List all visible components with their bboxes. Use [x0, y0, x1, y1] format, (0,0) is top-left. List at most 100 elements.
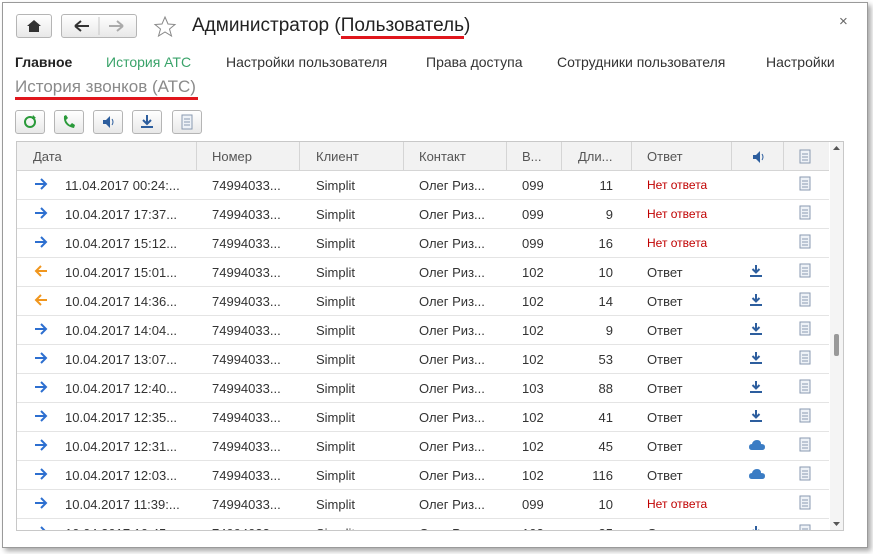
- cell-client: Simplit: [316, 410, 356, 425]
- call-button[interactable]: [54, 110, 84, 134]
- table-row[interactable]: 10.04.2017 17:37... 74994033... Simplit Оле…: [17, 200, 829, 229]
- cell-answer: Ответ: [647, 265, 683, 280]
- cell-client: Simplit: [316, 294, 356, 309]
- doc-icon[interactable]: [797, 234, 813, 253]
- column-header[interactable]: В...: [522, 149, 542, 164]
- title-text: Администратор (: [192, 15, 341, 36]
- column-separator: [506, 142, 507, 170]
- record-icon[interactable]: [748, 263, 764, 282]
- cell-answer: Ответ: [647, 439, 683, 454]
- column-header[interactable]: Дата: [33, 149, 62, 164]
- doc-icon[interactable]: [797, 350, 813, 369]
- download-button[interactable]: [132, 110, 162, 134]
- table-row[interactable]: 10.04.2017 13:07... 74994033... Simplit Оле…: [17, 345, 829, 374]
- doc-icon[interactable]: [797, 408, 813, 427]
- cell-line: 099: [522, 497, 544, 512]
- scrollbar[interactable]: [830, 142, 843, 530]
- table-row[interactable]: 10.04.2017 15:01... 74994033... Simplit Оле…: [17, 258, 829, 287]
- tab[interactable]: Настройки пользователя: [226, 54, 388, 70]
- doc-icon[interactable]: [797, 524, 813, 530]
- section-title: История звонков (АТС): [15, 77, 198, 100]
- cell-client: Simplit: [316, 352, 356, 367]
- record-icon[interactable]: [748, 379, 764, 398]
- sound-header-icon: [750, 149, 766, 168]
- tab[interactable]: Сотрудники пользователя: [557, 54, 726, 70]
- cell-contact: Олег Риз...: [419, 294, 485, 309]
- cell-line: 102: [522, 352, 544, 367]
- direction-icon: [33, 293, 49, 310]
- table-row[interactable]: 10.04.2017 12:03... 74994033... Simplit Оле…: [17, 461, 829, 490]
- direction-icon: [33, 496, 49, 513]
- cell-answer: Ответ: [647, 468, 683, 483]
- favorite-star[interactable]: [153, 15, 179, 39]
- doc-icon[interactable]: [797, 437, 813, 456]
- cell-client: Simplit: [316, 497, 356, 512]
- table-row[interactable]: 10.04.2017 15:12... 74994033... Simplit Оле…: [17, 229, 829, 258]
- cell-client: Simplit: [316, 381, 356, 396]
- table-row[interactable]: 10.04.2017 12:35... 74994033... Simplit Оле…: [17, 403, 829, 432]
- sound-button[interactable]: [93, 110, 123, 134]
- cell-date: 10.04.2017 17:37...: [65, 207, 178, 222]
- cell-line: 102: [522, 468, 544, 483]
- cell-line: 102: [522, 410, 544, 425]
- table-row[interactable]: 10.04.2017 11:39:... 74994033... Simplit Ол…: [17, 490, 829, 519]
- record-icon[interactable]: [748, 292, 764, 311]
- cell-line: 102: [522, 439, 544, 454]
- doc-icon[interactable]: [797, 205, 813, 224]
- doc-icon[interactable]: [797, 379, 813, 398]
- table-row[interactable]: 10.04.2017 12:31... 74994033... Simplit Оле…: [17, 432, 829, 461]
- table-row[interactable]: 10.04.2017 10:45... 74994033... Simplit Оле…: [17, 519, 829, 530]
- record-icon[interactable]: [748, 437, 766, 456]
- doc-icon[interactable]: [797, 321, 813, 340]
- column-header[interactable]: Дли...: [578, 149, 613, 164]
- nav-buttons[interactable]: [61, 14, 137, 38]
- doc-icon[interactable]: [797, 466, 813, 485]
- record-icon[interactable]: [748, 408, 764, 427]
- column-separator: [783, 142, 784, 170]
- column-header[interactable]: Ответ: [647, 149, 683, 164]
- column-separator: [631, 142, 632, 170]
- direction-icon: [33, 351, 49, 368]
- table-row[interactable]: 10.04.2017 14:04... 74994033... Simplit Оле…: [17, 316, 829, 345]
- doc-header-icon: [797, 149, 813, 168]
- record-icon[interactable]: [748, 321, 764, 340]
- column-header[interactable]: Контакт: [419, 149, 466, 164]
- cell-contact: Олег Риз...: [419, 323, 485, 338]
- doc-icon[interactable]: [797, 176, 813, 195]
- close-button[interactable]: ×: [839, 13, 848, 30]
- doc-button[interactable]: [172, 110, 202, 134]
- record-icon[interactable]: [748, 524, 764, 530]
- cell-duration: 10: [598, 497, 613, 512]
- cell-client: Simplit: [316, 439, 356, 454]
- cell-answer: Ответ: [647, 323, 683, 338]
- cell-client: Simplit: [316, 207, 356, 222]
- cell-answer: Ответ: [647, 352, 683, 367]
- cell-duration: 53: [598, 352, 613, 367]
- table-row[interactable]: 10.04.2017 14:36... 74994033... Simplit Оле…: [17, 287, 829, 316]
- window-title: Администратор (Пользователь): [192, 15, 470, 39]
- tab[interactable]: История АТС: [106, 54, 192, 70]
- table-row[interactable]: 11.04.2017 00:24:... 74994033... Simplit Ол…: [17, 171, 829, 200]
- column-header[interactable]: Номер: [212, 149, 253, 164]
- column-header[interactable]: Клиент: [316, 149, 359, 164]
- doc-icon[interactable]: [797, 263, 813, 282]
- tab[interactable]: Главное: [15, 54, 73, 70]
- record-icon[interactable]: [748, 466, 766, 485]
- cell-contact: Олег Риз...: [419, 265, 485, 280]
- home-button[interactable]: [16, 14, 52, 38]
- cell-line: 102: [522, 526, 544, 530]
- doc-icon[interactable]: [797, 292, 813, 311]
- refresh-button[interactable]: [15, 110, 45, 134]
- table-row[interactable]: 10.04.2017 12:40... 74994033... Simplit Оле…: [17, 374, 829, 403]
- tab[interactable]: Права доступа: [426, 54, 523, 70]
- record-icon[interactable]: [748, 350, 764, 369]
- tab[interactable]: Настройки: [766, 54, 835, 70]
- cell-contact: Олег Риз...: [419, 352, 485, 367]
- cell-contact: Олег Риз...: [419, 410, 485, 425]
- cell-duration: 88: [598, 381, 613, 396]
- cell-contact: Олег Риз...: [419, 468, 485, 483]
- cell-date: 10.04.2017 12:35...: [65, 410, 178, 425]
- cell-answer: Ответ: [647, 294, 683, 309]
- cell-answer: Нет ответа: [647, 497, 708, 511]
- doc-icon[interactable]: [797, 495, 813, 514]
